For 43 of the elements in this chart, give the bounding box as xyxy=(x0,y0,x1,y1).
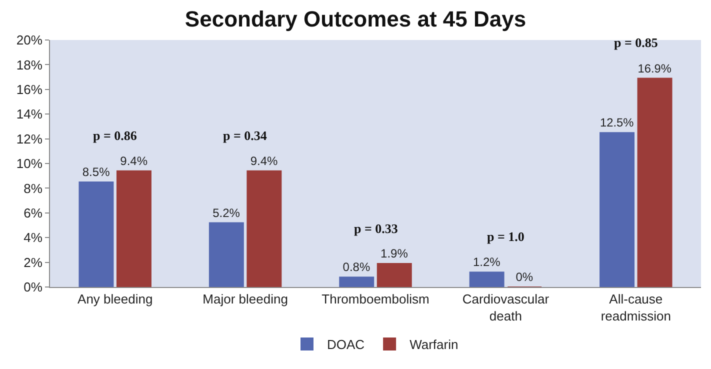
y-tick-label: 12% xyxy=(16,131,43,146)
bar xyxy=(376,263,412,287)
annotation: p = 0.34 xyxy=(223,128,268,143)
bar xyxy=(116,170,152,287)
bar xyxy=(208,222,244,287)
annotation: p = 0.33 xyxy=(354,221,398,236)
data-label: 1.9% xyxy=(380,246,408,261)
data-label: 16.9% xyxy=(638,61,672,76)
x-tick-label: Major bleeding xyxy=(202,292,288,307)
x-tick-label: Thromboembolism xyxy=(322,292,430,307)
y-tick-label: 8% xyxy=(24,180,43,196)
y-tick-label: 16% xyxy=(16,82,43,97)
bar xyxy=(246,170,282,287)
bar xyxy=(637,78,672,287)
bar xyxy=(600,132,635,287)
annotation: p = 1.0 xyxy=(487,229,524,244)
x-tick-label: Cardiovascular death xyxy=(462,292,550,324)
data-label: 9.4% xyxy=(120,154,148,168)
data-label: 0.8% xyxy=(342,260,370,274)
bar xyxy=(78,182,114,287)
bar xyxy=(469,272,504,287)
annotation: p = 0.86 xyxy=(93,128,138,143)
legend-label: DOAC xyxy=(327,337,365,352)
y-tick-label: 18% xyxy=(16,57,43,72)
data-label: 5.2% xyxy=(212,206,240,220)
data-label: 1.2% xyxy=(472,255,501,270)
bar xyxy=(339,276,374,287)
y-tick-label: 20% xyxy=(16,32,43,48)
y-tick-label: 6% xyxy=(24,205,43,220)
y-tick-label: 2% xyxy=(24,254,43,270)
x-tick-label: Any bleeding xyxy=(78,292,153,307)
data-label: 9.4% xyxy=(250,154,278,168)
y-tick-label: 0% xyxy=(24,280,43,295)
data-label: 12.5% xyxy=(600,116,634,130)
legend-label: Warfarin xyxy=(410,337,458,352)
y-tick-label: 4% xyxy=(24,230,43,246)
chart-title: Secondary Outcomes at 45 Days xyxy=(184,6,526,32)
data-label: 8.5% xyxy=(82,165,110,180)
y-tick-label: 14% xyxy=(16,106,43,122)
data-label: 0% xyxy=(516,270,534,284)
annotation: p = 0.85 xyxy=(614,35,658,50)
y-tick-label: 10% xyxy=(16,156,43,172)
x-tick-label: All-cause readmission xyxy=(600,292,671,324)
